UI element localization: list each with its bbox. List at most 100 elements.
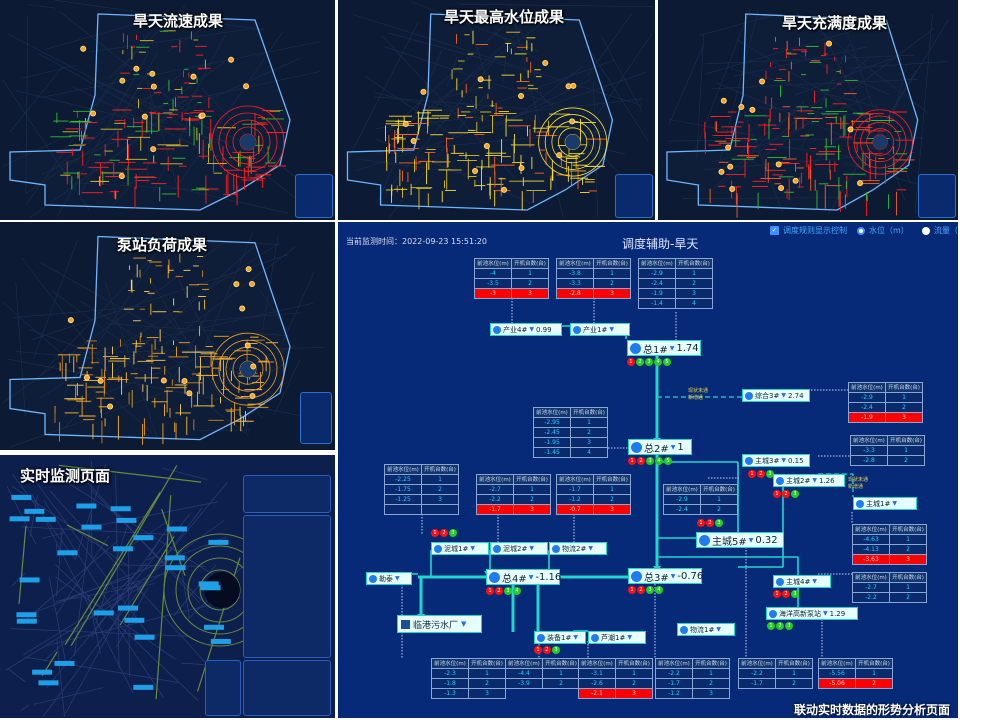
pump-station-marker[interactable] bbox=[239, 305, 246, 312]
pump-station-marker[interactable] bbox=[248, 281, 255, 288]
pump-station-node[interactable]: 主城4# ▼ bbox=[773, 575, 831, 588]
sensor-tag[interactable] bbox=[81, 524, 102, 530]
pump-station-marker[interactable] bbox=[729, 186, 736, 193]
pump-station-marker[interactable] bbox=[249, 392, 256, 399]
pump-station-marker[interactable] bbox=[857, 180, 864, 187]
pump-station-node[interactable]: 勒泰 ▼ bbox=[366, 572, 412, 585]
pump-station-marker[interactable] bbox=[250, 363, 257, 370]
pump-station-node[interactable]: 装备1# ▼ bbox=[534, 631, 586, 644]
sensor-tag[interactable] bbox=[124, 617, 145, 623]
pump-station-marker[interactable] bbox=[718, 168, 725, 175]
sensor-tag[interactable] bbox=[35, 516, 56, 522]
sensor-tag[interactable] bbox=[133, 535, 154, 541]
sensor-tag[interactable] bbox=[118, 605, 139, 611]
dropdown-arrow-icon[interactable]: ▼ bbox=[395, 575, 400, 582]
pump-station-marker[interactable] bbox=[483, 143, 490, 150]
sensor-tag[interactable] bbox=[134, 634, 155, 640]
pump-station-marker[interactable] bbox=[150, 83, 157, 90]
dropdown-arrow-icon[interactable]: ▼ bbox=[529, 545, 534, 552]
map-canvas[interactable] bbox=[338, 0, 655, 220]
sensor-tag[interactable] bbox=[112, 546, 133, 552]
pump-station-marker[interactable] bbox=[472, 167, 479, 174]
pump-station-node[interactable]: 主城2# ▼ 1.26 bbox=[773, 474, 845, 487]
treatment-plant-node[interactable]: 临港污水厂 ▼ bbox=[397, 615, 482, 633]
sensor-tag[interactable] bbox=[16, 618, 37, 624]
pump-station-node[interactable]: 主城3# ▼ 0.15 bbox=[742, 454, 810, 467]
pump-station-marker[interactable] bbox=[518, 165, 525, 172]
radio-icon[interactable] bbox=[857, 226, 865, 235]
dropdown-arrow-icon[interactable]: ▼ bbox=[812, 578, 817, 585]
dropdown-arrow-icon[interactable]: ▼ bbox=[823, 610, 828, 617]
dropdown-arrow-icon[interactable]: ▼ bbox=[781, 457, 786, 464]
pump-station-marker[interactable] bbox=[186, 390, 193, 397]
pump-station-marker[interactable] bbox=[245, 266, 252, 273]
dropdown-arrow-icon[interactable]: ▼ bbox=[529, 326, 534, 333]
pump-station-marker[interactable] bbox=[67, 317, 74, 324]
sensor-tag[interactable] bbox=[166, 526, 187, 532]
pump-station-node[interactable]: 总2# ▼ 1 bbox=[628, 439, 692, 455]
pump-station-marker[interactable] bbox=[80, 45, 87, 52]
pump-station-marker[interactable] bbox=[738, 103, 745, 110]
sensor-tag[interactable] bbox=[203, 624, 224, 630]
dropdown-arrow-icon[interactable]: ▼ bbox=[528, 573, 534, 581]
map-canvas[interactable] bbox=[658, 0, 958, 220]
sensor-tag[interactable] bbox=[200, 585, 221, 591]
radio-flow[interactable]: 流量（ bbox=[922, 225, 958, 236]
pump-station-marker[interactable] bbox=[244, 342, 251, 349]
sensor-tag[interactable] bbox=[54, 660, 75, 666]
dropdown-arrow-icon[interactable]: ▼ bbox=[892, 500, 897, 507]
dropdown-arrow-icon[interactable]: ▼ bbox=[461, 620, 467, 628]
pump-station-node[interactable]: 泥城2# ▼ bbox=[490, 542, 548, 555]
pump-station-marker[interactable] bbox=[775, 161, 782, 168]
rule-display-toggle[interactable]: ✓ 调度规则显示控制 bbox=[770, 225, 847, 236]
pump-station-node[interactable]: 泥城1# ▼ bbox=[431, 542, 489, 555]
pump-station-marker[interactable] bbox=[133, 65, 140, 72]
sensor-tag[interactable] bbox=[9, 516, 30, 522]
pump-station-marker[interactable] bbox=[542, 59, 549, 66]
monitor-map[interactable] bbox=[0, 455, 243, 718]
dropdown-arrow-icon[interactable]: ▼ bbox=[812, 477, 817, 484]
pump-station-marker[interactable] bbox=[792, 177, 799, 184]
pump-station-marker[interactable] bbox=[402, 121, 409, 128]
map-canvas[interactable] bbox=[0, 0, 335, 220]
pump-station-marker[interactable] bbox=[847, 126, 854, 133]
map-canvas[interactable] bbox=[0, 222, 335, 450]
pump-station-node[interactable]: 海洋高新泵站 ▼ 1.29 bbox=[766, 607, 858, 620]
pump-station-marker[interactable] bbox=[228, 56, 235, 63]
pump-station-marker[interactable] bbox=[181, 378, 188, 385]
pump-station-node[interactable]: 物流2# ▼ bbox=[549, 542, 607, 555]
pump-station-marker[interactable] bbox=[570, 82, 577, 89]
sensor-tag[interactable] bbox=[198, 581, 219, 587]
sensor-tag[interactable] bbox=[11, 494, 32, 500]
dropdown-arrow-icon[interactable]: ▼ bbox=[781, 392, 786, 399]
pump-station-marker[interactable] bbox=[150, 146, 157, 153]
pump-station-node[interactable]: 芦潮1# ▼ bbox=[588, 631, 646, 644]
pump-station-marker[interactable] bbox=[477, 76, 484, 83]
pump-station-marker[interactable] bbox=[119, 77, 126, 84]
pump-station-node[interactable]: 综合3# ▼ 2.74 bbox=[742, 389, 810, 402]
pump-station-marker[interactable] bbox=[759, 78, 766, 85]
sensor-tag[interactable] bbox=[19, 577, 40, 583]
dropdown-arrow-icon[interactable]: ▼ bbox=[573, 634, 578, 641]
radio-water-level[interactable]: 水位（m） bbox=[857, 225, 909, 236]
dropdown-arrow-icon[interactable]: ▼ bbox=[588, 545, 593, 552]
sensor-tag[interactable] bbox=[24, 508, 45, 514]
sensor-tag[interactable] bbox=[164, 555, 185, 561]
pump-station-marker[interactable] bbox=[778, 184, 785, 191]
pump-station-node[interactable]: 总4# ▼ -1.16 bbox=[486, 569, 561, 585]
sensor-tag[interactable] bbox=[208, 539, 229, 545]
pump-station-marker[interactable] bbox=[160, 377, 167, 384]
dropdown-arrow-icon[interactable]: ▼ bbox=[716, 626, 721, 633]
pump-station-marker[interactable] bbox=[410, 137, 417, 144]
pump-station-marker[interactable] bbox=[233, 281, 240, 288]
pump-station-marker[interactable] bbox=[190, 73, 197, 80]
pump-station-marker[interactable] bbox=[83, 374, 90, 381]
pump-station-marker[interactable] bbox=[501, 186, 508, 193]
pump-station-node[interactable]: 主城5# ▼ 0.32 bbox=[696, 532, 784, 548]
sensor-tag[interactable] bbox=[133, 684, 154, 690]
sensor-tag[interactable] bbox=[16, 612, 37, 618]
checkbox-icon[interactable]: ✓ bbox=[770, 226, 779, 235]
dropdown-arrow-icon[interactable]: ▼ bbox=[669, 344, 675, 352]
pump-station-node[interactable]: 总1# ▼ 1.74 bbox=[627, 340, 701, 356]
pump-station-marker[interactable] bbox=[243, 83, 250, 90]
